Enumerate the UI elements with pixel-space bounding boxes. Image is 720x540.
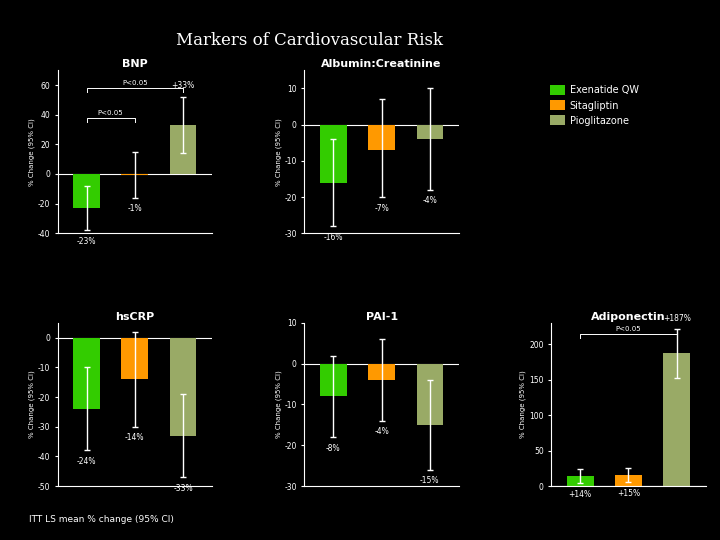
Bar [170,125,197,174]
Text: -14%: -14% [125,433,145,442]
Title: BNP: BNP [122,59,148,70]
Bar [369,125,395,150]
Bar [615,475,642,486]
Y-axis label: % Change (95% CI): % Change (95% CI) [28,118,35,186]
Title: PAI-1: PAI-1 [366,312,397,322]
Y-axis label: % Change (95% CI): % Change (95% CI) [275,118,282,186]
Title: Adiponectin: Adiponectin [591,312,666,322]
Text: -24%: -24% [77,457,96,466]
Y-axis label: % Change (95% CI): % Change (95% CI) [275,370,282,438]
Y-axis label: % Change (95% CI): % Change (95% CI) [520,370,526,438]
Text: Markers of Cardiovascular Risk: Markers of Cardiovascular Risk [176,32,443,49]
Text: P<0.05: P<0.05 [98,110,123,116]
Text: -4%: -4% [423,197,437,205]
Text: -15%: -15% [420,476,440,485]
Text: -1%: -1% [127,204,142,213]
Text: P<0.05: P<0.05 [122,80,148,86]
Text: -16%: -16% [323,233,343,241]
Bar [663,353,690,486]
Text: -7%: -7% [374,204,389,213]
Bar [320,364,346,396]
Text: -8%: -8% [326,443,341,453]
Text: +15%: +15% [617,489,640,498]
Bar [320,125,346,183]
Bar [122,338,148,379]
Bar [369,364,395,380]
Text: P<0.05: P<0.05 [616,326,642,332]
Bar [73,338,100,409]
Legend: Exenatide QW, Sitagliptin, Pioglitazone: Exenatide QW, Sitagliptin, Pioglitazone [549,83,641,127]
Text: +14%: +14% [569,490,592,498]
Bar [73,174,100,208]
Text: -23%: -23% [77,237,96,246]
Text: -4%: -4% [374,427,389,436]
Text: -33%: -33% [173,484,193,492]
Y-axis label: % Change (95% CI): % Change (95% CI) [28,370,35,438]
Text: ITT LS mean % change (95% CI): ITT LS mean % change (95% CI) [29,515,174,524]
Title: hsCRP: hsCRP [115,312,154,322]
Bar [417,125,443,139]
Bar [170,338,197,436]
Bar [567,476,593,486]
Bar [122,174,148,176]
Text: +187%: +187% [662,314,690,323]
Text: +33%: +33% [171,82,194,90]
Bar [417,364,443,425]
Title: Albumin:Creatinine: Albumin:Creatinine [321,59,442,70]
